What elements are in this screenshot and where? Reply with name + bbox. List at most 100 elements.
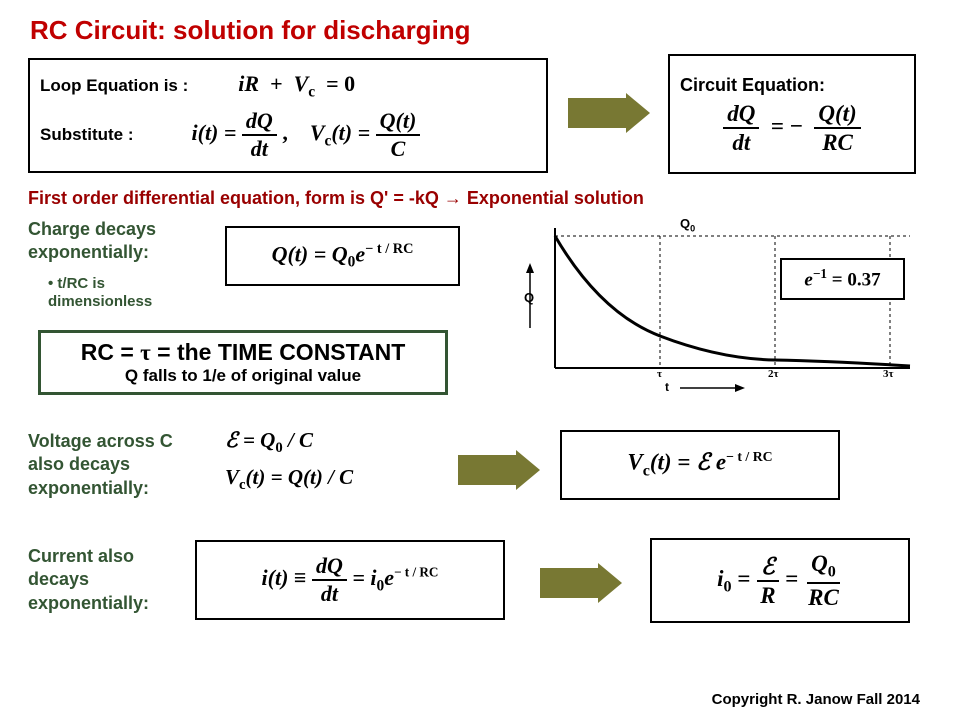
arrow-icon <box>568 98 626 128</box>
cur-l2: decays <box>28 569 89 589</box>
vc-l1: V <box>225 465 239 489</box>
i0-eq: i0 = ℰ R = Q0 RC <box>717 552 843 610</box>
q-eq-box: Q(t) = Q0e− t / RC <box>225 226 460 286</box>
i-frac: dQ dt <box>312 555 347 605</box>
sub-i-eq: i(t) = dQ dt , Vc(t) = Q(t) C <box>192 110 421 160</box>
emf-rhs: / C <box>283 428 313 452</box>
loop-equation: iR + Vc = 0 <box>238 71 355 101</box>
cur-l3: exponentially: <box>28 593 149 613</box>
q-e: e <box>355 241 365 266</box>
graph-ylabel: Q <box>524 290 534 305</box>
arrow-head-icon <box>626 93 650 133</box>
ce-rhs-den: RC <box>818 129 857 154</box>
circuit-eq-box: Circuit Equation: dQ dt = − Q(t) RC <box>668 54 916 174</box>
i0-box: i0 = ℰ R = Q0 RC <box>650 538 910 623</box>
substitute-label: Substitute : <box>40 125 134 145</box>
i0-mideq: = <box>785 566 804 591</box>
voltage-l1: Voltage across C <box>28 431 173 451</box>
vc-result-eq: Vc(t) = ℰ e− t / RC <box>627 449 772 480</box>
eq-eqz: = 0 <box>326 71 355 96</box>
i0-f1-den: R <box>756 582 779 607</box>
vcr-l1: V <box>627 450 642 475</box>
loop-box: Loop Equation is : iR + Vc = 0 Substitut… <box>28 58 548 173</box>
sub-v-num: Q(t) <box>376 110 421 136</box>
sub-i-lhs: i(t) = <box>192 120 237 145</box>
tau-l1b: τ <box>140 340 151 365</box>
circuit-eq-label: Circuit Equation: <box>680 75 904 96</box>
charge-decays-text: Charge decays exponentially: <box>28 219 156 262</box>
ce-lhs-frac: dQ dt <box>723 102 759 154</box>
i-lhs: i(t) ≡ <box>262 565 307 590</box>
e-inv-val: = 0.37 <box>827 270 881 291</box>
circuit-eq: dQ dt = − Q(t) RC <box>680 102 904 154</box>
sub-v-frac: Q(t) C <box>376 110 421 160</box>
eq-vc: V <box>294 71 309 96</box>
eq-ir: iR <box>238 71 259 96</box>
e-inv-eq: e−1 = 0.37 <box>804 266 880 291</box>
emf-lhs: ℰ = Q <box>225 428 275 452</box>
voltage-l2: also decays <box>28 454 130 474</box>
i-mid: = i <box>352 565 376 590</box>
ce-eq: = − <box>771 113 803 138</box>
tau-line1: RC = τ = the TIME CONSTANT <box>51 339 435 366</box>
arrow-icon <box>458 455 516 485</box>
ce-rhs-frac: Q(t) RC <box>814 102 860 154</box>
sub-i-num: dQ <box>242 110 277 136</box>
i0-f2-sub: 0 <box>828 563 836 580</box>
q-eq: Q(t) = Q0e− t / RC <box>272 241 414 272</box>
voltage-label: Voltage across C also decays exponential… <box>28 430 173 500</box>
graph-q0-sub: 0 <box>690 224 695 234</box>
arrow-icon <box>540 568 598 598</box>
ode-line: First order differential equation, form … <box>28 188 644 209</box>
ce-lhs-num: dQ <box>723 102 759 129</box>
q-exp: − t / RC <box>365 241 413 257</box>
sub-i-den: dt <box>247 136 272 160</box>
eq-plus: + <box>270 71 283 96</box>
i0-sub0: 0 <box>724 578 732 595</box>
i0-f1-num: ℰ <box>757 555 779 582</box>
loop-label: Loop Equation is : <box>40 76 188 96</box>
i-eq: i(t) ≡ dQ dt = i0e− t / RC <box>262 555 439 605</box>
trc-text: t/RC is dimensionless <box>48 275 152 310</box>
vcr-e: e <box>710 450 726 475</box>
i0-f2-num: Q0 <box>807 552 840 585</box>
q-lhs: Q(t) = Q <box>272 241 348 266</box>
arrow-head-icon <box>516 450 540 490</box>
tau-line2: Q falls to 1/e of original value <box>51 366 435 386</box>
sub-v-l1: V <box>310 120 325 145</box>
voltage-l3: exponentially: <box>28 478 149 498</box>
vc-l3: (t) = Q(t) / C <box>246 465 354 489</box>
i-frac-den: dt <box>317 581 342 605</box>
vcr-emf: ℰ <box>696 450 710 475</box>
vcr-exp: − t / RC <box>726 449 773 464</box>
graph-tau3: 3τ <box>883 368 894 380</box>
current-label: Current also decays exponentially: <box>28 545 149 615</box>
graph-q0: Q0 <box>680 216 695 234</box>
i-exp: − t / RC <box>394 565 439 580</box>
sub-v-den: C <box>387 136 410 160</box>
tau-l1a: RC = <box>81 339 140 365</box>
vcr-l2: c <box>643 463 650 480</box>
copyright: Copyright R. Janow Fall 2014 <box>712 691 920 708</box>
cur-l1: Current also <box>28 546 134 566</box>
i-frac-num: dQ <box>312 555 347 581</box>
graph-svg <box>510 218 930 398</box>
e-inv-box: e−1 = 0.37 <box>780 258 905 300</box>
decay-graph: Q0 Q t τ 2τ 3τ e−1 = 0.37 <box>510 218 930 398</box>
eq-vc-sub: c <box>308 83 315 100</box>
emf-sub: 0 <box>275 440 282 456</box>
vc-result-box: Vc(t) = ℰ e− t / RC <box>560 430 840 500</box>
vc-eq: Vc(t) = Q(t) / C <box>225 465 353 494</box>
sub-comma: , <box>282 120 288 145</box>
i-e: e <box>384 565 394 590</box>
voltage-source-eqs: ℰ = Q0 / C Vc(t) = Q(t) / C <box>225 428 353 494</box>
i0-f2: Q0 RC <box>804 552 843 610</box>
graph-xlabel: t <box>665 380 669 394</box>
page-title: RC Circuit: solution for discharging <box>30 15 471 46</box>
graph-tau2: 2τ <box>768 368 779 380</box>
graph-q0-q: Q <box>680 216 690 231</box>
i0-f2-den: RC <box>804 584 843 609</box>
graph-tau1: τ <box>657 368 662 380</box>
arrow-head-icon <box>598 563 622 603</box>
i0-f1: ℰ R <box>756 555 779 607</box>
